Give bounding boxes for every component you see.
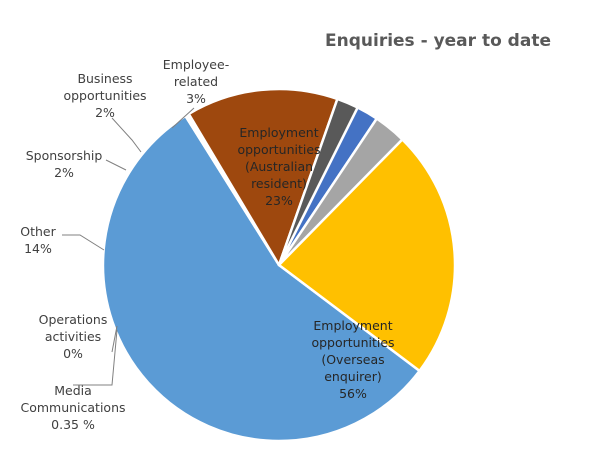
slice-label-line: 14% <box>24 241 52 256</box>
leader-line-business-opportunities <box>111 117 142 153</box>
slice-label-line: 0.35 % <box>51 417 95 432</box>
slice-label-line: 2% <box>54 165 74 180</box>
slice-label-operations-activities: Operations activities 0% <box>39 312 108 361</box>
slice-label-employment-opportunities-overseas-enquirer: Employment opportunities (Overseas enquirer… <box>311 318 394 401</box>
slice-label-line: 23% <box>265 193 293 208</box>
slice-label-line: Sponsorship <box>26 148 103 163</box>
leader-line-other <box>62 234 105 251</box>
slice-label-sponsorship: Sponsorship 2% <box>26 148 103 180</box>
slice-label-line: 0% <box>63 346 83 361</box>
leader-line-operations-activities <box>111 325 118 353</box>
slice-label-line: activities <box>45 329 101 344</box>
slice-label-line: Employment <box>313 318 392 333</box>
slice-label-line: enquirer) <box>324 369 382 384</box>
slice-label-line: 56% <box>339 386 367 401</box>
slice-label-other: Other 14% <box>20 224 56 256</box>
slice-label-line: Communications <box>20 400 125 415</box>
slice-label-line: Media <box>54 383 92 398</box>
slice-label-line: Other <box>20 224 56 239</box>
slice-label-line: opportunities <box>63 88 146 103</box>
slice-label-line: resident) <box>251 176 307 191</box>
pie-slice-employment-opportunities-australian-resident <box>277 138 457 373</box>
slice-label-line: Business <box>77 71 132 86</box>
slice-label-employee-related: Employee-related 3% <box>163 57 229 106</box>
slice-label-line: Operations <box>39 312 108 327</box>
leader-line-sponsorship <box>105 159 127 171</box>
pie-slice-other <box>187 87 339 267</box>
slice-label-line: (Australian <box>245 159 313 174</box>
slice-label-line: related <box>174 74 218 89</box>
slice-label-line: opportunities <box>237 142 320 157</box>
slice-label-business-opportunities: Business opportunities 2% <box>63 71 146 120</box>
slice-label-employment-opportunities-australian-resident: Employment opportunities (Australian reside… <box>237 125 320 208</box>
leader-line-media-communications <box>73 329 118 386</box>
slice-label-line: Employment <box>239 125 318 140</box>
slice-label-line: 2% <box>95 105 115 120</box>
pie-slice-employment-opportunities-overseas-enquirer <box>101 114 421 443</box>
slice-label-line: Employee- <box>163 57 229 72</box>
slice-label-media-communications: Media Communications 0.35 % <box>20 383 125 432</box>
slice-label-line: opportunities <box>311 335 394 350</box>
slice-label-line: 3% <box>186 91 206 106</box>
chart-title: Enquiries - year to date <box>325 31 551 51</box>
leader-line-employee-related <box>171 107 195 129</box>
slice-label-line: (Overseas <box>321 352 384 367</box>
